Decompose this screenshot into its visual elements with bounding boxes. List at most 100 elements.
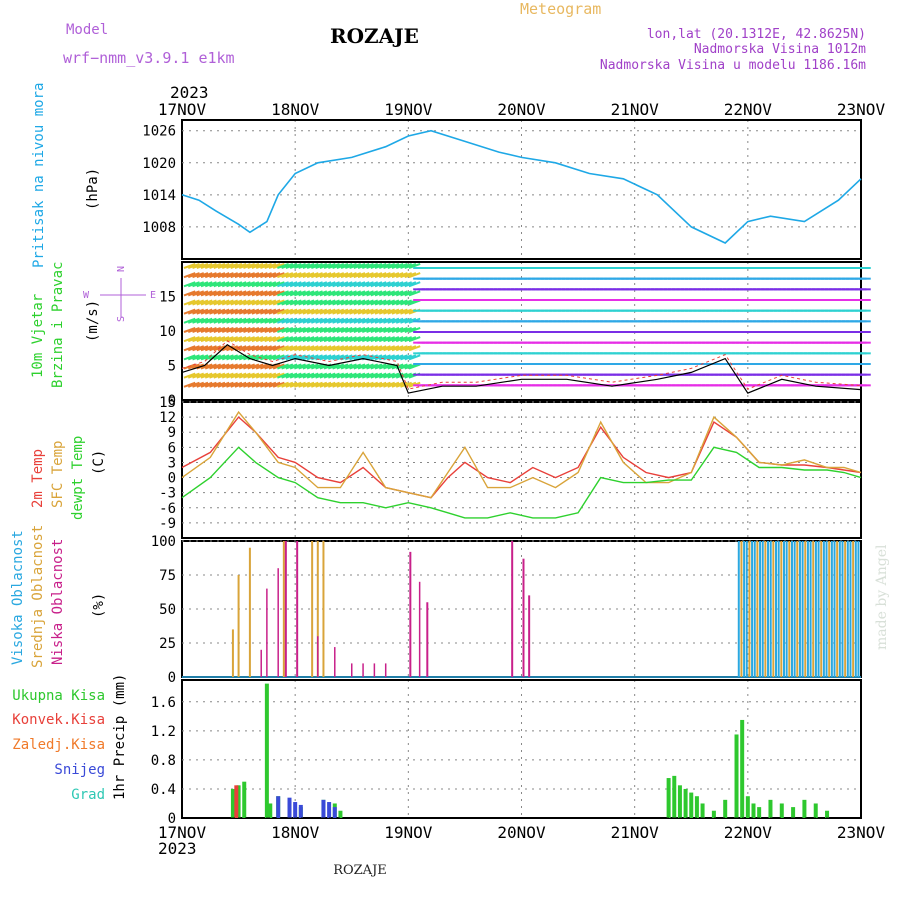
wind-arrow — [238, 336, 251, 343]
wind-arrow — [268, 272, 281, 279]
x-tick-label-bottom: 22NOV — [724, 823, 773, 842]
wind-arrow — [395, 381, 408, 388]
wind-arrow — [404, 345, 417, 352]
wind-arrow — [192, 354, 205, 361]
wind-arrow — [285, 326, 298, 333]
wind-arrow — [315, 281, 328, 288]
wind-arrow — [217, 262, 230, 269]
wind-arrow — [306, 272, 319, 279]
wind-arrow — [395, 272, 408, 279]
wind-arrow — [323, 336, 336, 343]
wind-arrow — [366, 326, 379, 333]
wind-arrow — [187, 317, 200, 324]
wind-arrow — [319, 336, 332, 343]
wind-arrow — [255, 326, 268, 333]
wind-arrow — [353, 354, 366, 361]
wind-arrow — [238, 363, 251, 370]
wind-arrow — [378, 272, 391, 279]
wind-arrow — [183, 381, 196, 388]
wind-arrow — [366, 290, 379, 297]
wind-arrow — [234, 381, 247, 388]
wind-arrow — [327, 308, 340, 315]
wind-arrow — [264, 308, 277, 315]
wind-arrow — [230, 281, 243, 288]
wind-arrow — [234, 372, 247, 379]
wind-arrow — [306, 281, 319, 288]
wind-arrow — [366, 381, 379, 388]
wind-arrow — [374, 272, 387, 279]
wind-arrow — [306, 381, 319, 388]
wind-arrow — [400, 262, 413, 269]
wind-arrow — [247, 372, 260, 379]
wind-arrow — [247, 308, 260, 315]
wind-arrow — [400, 299, 413, 306]
wind-arrow — [366, 336, 379, 343]
wind-arrow — [217, 272, 230, 279]
wind-arrow — [323, 317, 336, 324]
wind-arrow — [315, 317, 328, 324]
wind-arrow — [183, 299, 196, 306]
wind-arrow — [349, 372, 362, 379]
wind-arrow — [293, 336, 306, 343]
wind-arrow — [204, 326, 217, 333]
panel3-labels: 2m Temp SFC Temp dewpt Temp (C) — [30, 436, 107, 520]
wind-arrow — [366, 262, 379, 269]
wind-arrow — [340, 336, 353, 343]
wind-arrow — [187, 336, 200, 343]
wind-arrow — [200, 290, 213, 297]
wind-arrow — [183, 308, 196, 315]
wind-arrow — [408, 363, 421, 370]
wind-arrow — [340, 299, 353, 306]
wind-arrow — [187, 363, 200, 370]
wind-arrow — [183, 326, 196, 333]
wind-arrow — [204, 317, 217, 324]
wind-arrow — [395, 372, 408, 379]
wind-arrow — [387, 290, 400, 297]
wind-arrow — [395, 290, 408, 297]
x-tick-label-top: 20NOV — [497, 100, 546, 119]
wind-arrow — [336, 345, 349, 352]
wind-arrow — [298, 372, 311, 379]
wind-arrow — [277, 381, 289, 388]
wind-arrow — [272, 290, 285, 297]
wind-arrow — [374, 299, 387, 306]
wind-arrow — [395, 326, 408, 333]
precip-bar — [230, 788, 235, 818]
wind-arrow — [264, 345, 277, 352]
wind-arrow — [183, 290, 196, 297]
wind-arrow — [251, 363, 264, 370]
wind-arrow — [361, 272, 374, 279]
wind-arrow — [200, 281, 213, 288]
wind-arrow — [255, 281, 268, 288]
wind-label-1: 10m Vjetar — [30, 294, 46, 378]
wind-arrow — [327, 281, 340, 288]
wind-arrow — [217, 326, 230, 333]
y-tick-label: 9 — [168, 425, 176, 441]
wind-arrow — [319, 308, 332, 315]
wind-arrow — [357, 290, 370, 297]
pressure-label: Pritisak na nivou mora — [31, 83, 47, 268]
wind-arrow — [251, 336, 264, 343]
wind-arrow — [387, 262, 400, 269]
y-tick-label: 1020 — [142, 156, 176, 172]
wind-arrow — [374, 281, 387, 288]
precip-bar — [338, 810, 343, 818]
wind-arrow — [353, 336, 366, 343]
wind-arrow — [209, 317, 222, 324]
rain-frozen-label: Zaledj.Kisa — [12, 737, 105, 753]
wind-arrow — [408, 345, 421, 352]
wind-arrow — [400, 290, 413, 297]
wind-arrow — [336, 381, 349, 388]
wind-arrow — [315, 272, 328, 279]
wind-arrow — [187, 281, 200, 288]
wind-arrow — [370, 326, 383, 333]
wind-arrow — [234, 262, 247, 269]
wind-arrow — [251, 326, 264, 333]
wind-arrow — [264, 281, 277, 288]
wind-arrow — [255, 372, 268, 379]
wind-arrow — [310, 326, 323, 333]
wind-arrow — [374, 262, 387, 269]
wind-arrow — [370, 381, 383, 388]
wind-arrow — [400, 363, 413, 370]
wind-arrow — [213, 326, 226, 333]
